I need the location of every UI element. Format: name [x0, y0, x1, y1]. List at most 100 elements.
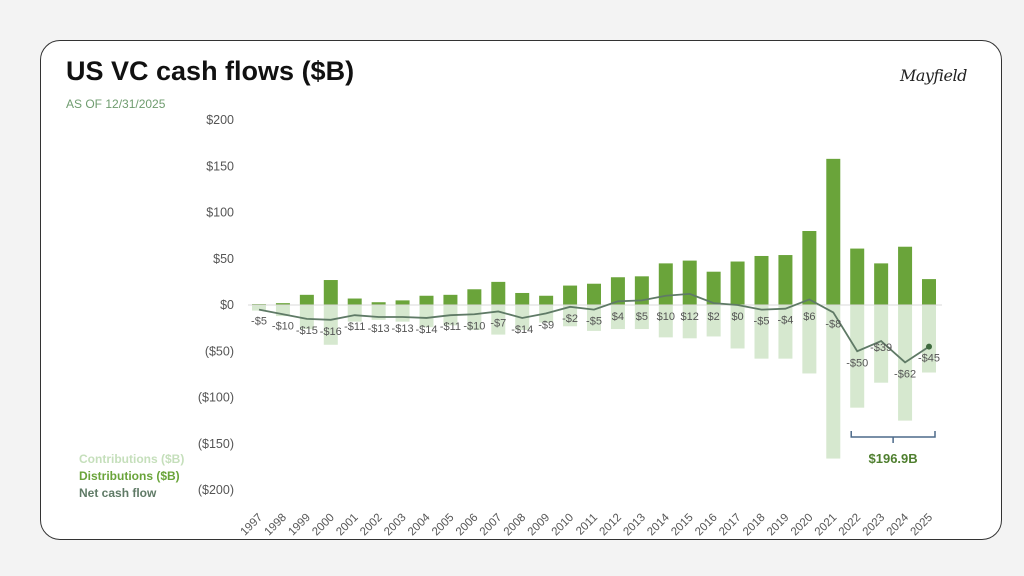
contribution-bar [323, 305, 338, 345]
contribution-bar [634, 305, 649, 330]
x-tick-label: 1997 [239, 512, 266, 539]
net-data-label: -$14 [415, 324, 437, 336]
contribution-bar [826, 305, 841, 459]
contribution-bar [563, 305, 578, 327]
x-tick-label: 2023 [861, 512, 888, 539]
distribution-bar [563, 285, 578, 305]
distribution-bar [275, 303, 290, 305]
distribution-bar [587, 283, 601, 305]
contribution-bar [587, 305, 601, 331]
y-tick-label: $100 [206, 206, 234, 220]
net-data-label: -$10 [463, 320, 485, 332]
x-tick-label: 2017 [717, 512, 744, 539]
x-tick-label: 2013 [621, 512, 648, 539]
net-data-label: $10 [657, 311, 675, 323]
x-tick-label: 2016 [693, 512, 720, 539]
contribution-bar [419, 305, 434, 328]
mayfield-logo: Mayfield [900, 66, 967, 85]
distribution-bar [922, 279, 936, 305]
x-tick-label: 2024 [885, 511, 912, 538]
y-tick-label: ($150) [198, 437, 234, 451]
contribution-bar [778, 305, 793, 359]
contribution-bar [850, 305, 865, 408]
distribution-bar [850, 248, 865, 305]
x-tick-label: 2004 [406, 511, 433, 538]
contribution-bar [467, 305, 482, 330]
net-data-label: -$13 [392, 323, 414, 335]
x-tick-label: 2019 [765, 512, 792, 539]
contribution-bar [610, 305, 625, 330]
net-data-label: $0 [731, 311, 743, 323]
contribution-bar [706, 305, 721, 337]
y-tick-label: $150 [206, 159, 234, 173]
distribution-bar [610, 277, 625, 305]
distribution-bar [467, 289, 482, 305]
x-tick-label: 2020 [789, 512, 816, 539]
y-tick-label: $200 [206, 113, 234, 127]
net-data-label: -$14 [511, 324, 533, 336]
net-data-label: -$8 [825, 318, 841, 330]
net-data-label: -$13 [368, 323, 390, 335]
distribution-bar [826, 158, 841, 305]
net-data-label: -$16 [320, 326, 342, 338]
x-tick-label: 2009 [526, 512, 553, 539]
net-data-label: -$45 [918, 353, 940, 365]
distribution-bar [323, 280, 338, 305]
contribution-bar [730, 305, 745, 349]
net-data-label: -$5 [754, 316, 770, 328]
net-data-label: -$39 [870, 342, 892, 354]
net-data-label: -$2 [562, 313, 578, 325]
distribution-bar [874, 263, 889, 305]
distribution-bar [706, 271, 721, 305]
net-data-label: -$62 [894, 368, 916, 380]
legend-contributions: Contributions ($B) [79, 452, 185, 466]
distribution-bar [347, 298, 362, 305]
net-data-label: -$5 [586, 316, 602, 328]
net-data-label: -$4 [777, 315, 793, 327]
x-tick-label: 2007 [478, 512, 505, 539]
net-cash-flow-line [258, 292, 930, 364]
x-tick-label: 2003 [382, 512, 409, 539]
contribution-bar [395, 305, 410, 322]
chart-card [40, 40, 1002, 540]
bracket-annotation [850, 431, 936, 443]
x-tick-label: 2006 [454, 512, 481, 539]
contribution-bar [922, 305, 936, 373]
contribution-bar [299, 305, 314, 330]
y-tick-label: $0 [220, 298, 234, 312]
x-tick-label: 2010 [550, 512, 577, 539]
contribution-bar [252, 305, 266, 311]
net-data-label: $5 [636, 311, 648, 323]
contribution-bar [275, 305, 290, 317]
x-tick-label: 2002 [358, 512, 385, 539]
x-tick-label: 2022 [837, 512, 864, 539]
net-data-label: -$5 [251, 316, 267, 328]
distribution-bar [778, 255, 793, 305]
x-tick-label: 2015 [669, 512, 696, 539]
x-tick-label: 2025 [909, 512, 936, 539]
distribution-bar [443, 294, 458, 305]
contribution-bar [754, 305, 769, 359]
y-tick-label: ($50) [205, 344, 234, 358]
distribution-bar [802, 231, 817, 305]
contribution-bar [347, 305, 362, 322]
x-tick-label: 2012 [597, 512, 624, 539]
contribution-bar [874, 305, 889, 383]
distribution-bar [299, 294, 314, 305]
x-tick-label: 2011 [574, 512, 600, 538]
contribution-bar [658, 305, 673, 338]
legend-net-cash-flow: Net cash flow [79, 486, 157, 500]
distribution-bar [395, 300, 410, 305]
net-data-label: $4 [612, 311, 624, 323]
contribution-bar [802, 305, 817, 374]
x-tick-label: 2005 [430, 512, 457, 539]
contribution-bar [682, 305, 697, 339]
distribution-bar [539, 295, 554, 305]
annotation-total-label: $196.9B [869, 451, 918, 466]
net-data-label: -$11 [440, 321, 461, 333]
x-tick-label: 2021 [813, 512, 840, 539]
net-data-label: -$7 [490, 317, 506, 329]
net-data-label: $12 [681, 311, 699, 323]
legend-distributions: Distributions ($B) [79, 469, 180, 483]
